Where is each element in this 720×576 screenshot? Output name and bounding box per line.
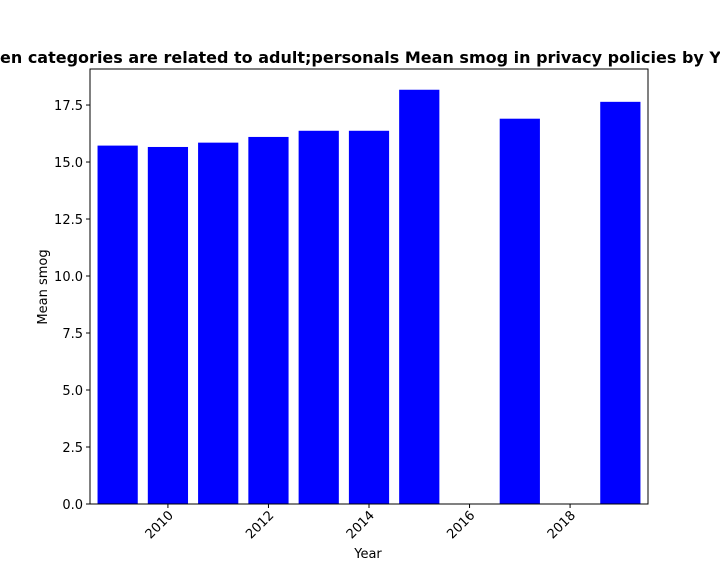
x-tick-label-2012: 2012 bbox=[243, 508, 277, 542]
x-tick-label-2018: 2018 bbox=[545, 508, 579, 542]
bar-2009 bbox=[97, 145, 138, 504]
bar-2011 bbox=[198, 142, 239, 504]
bar-2014 bbox=[348, 130, 390, 504]
bar-2019 bbox=[600, 101, 641, 504]
y-tick-label-15: 15.0 bbox=[54, 156, 83, 171]
chart-title: When categories are related to adult;per… bbox=[0, 48, 720, 67]
y-tick-label-12.5: 12.5 bbox=[54, 213, 83, 228]
bars-group bbox=[97, 89, 641, 504]
x-axis-label: Year bbox=[353, 547, 382, 562]
bar-2013 bbox=[298, 130, 339, 504]
bar-2015 bbox=[399, 89, 440, 504]
bar-2012 bbox=[248, 136, 289, 504]
bar-2010 bbox=[147, 146, 189, 504]
bar-2017 bbox=[499, 118, 540, 504]
y-tick-label-17.5: 17.5 bbox=[54, 99, 83, 114]
x-tick-label-2010: 2010 bbox=[143, 508, 177, 542]
x-axis: 2010 2012 2014 2016 2018 bbox=[143, 504, 579, 542]
y-tick-label-10: 10.0 bbox=[54, 270, 83, 285]
x-tick-label-2016: 2016 bbox=[444, 508, 478, 542]
y-axis-label: Mean smog bbox=[36, 249, 51, 324]
y-axis: 0.0 2.5 5.0 7.5 10.0 12.5 15.0 17.5 bbox=[54, 99, 90, 513]
y-tick-label-0: 0.0 bbox=[62, 498, 83, 513]
y-tick-label-2.5: 2.5 bbox=[62, 441, 83, 456]
x-tick-label-2014: 2014 bbox=[344, 508, 378, 542]
y-tick-label-5: 5.0 bbox=[62, 384, 83, 399]
y-tick-label-7.5: 7.5 bbox=[62, 327, 83, 342]
